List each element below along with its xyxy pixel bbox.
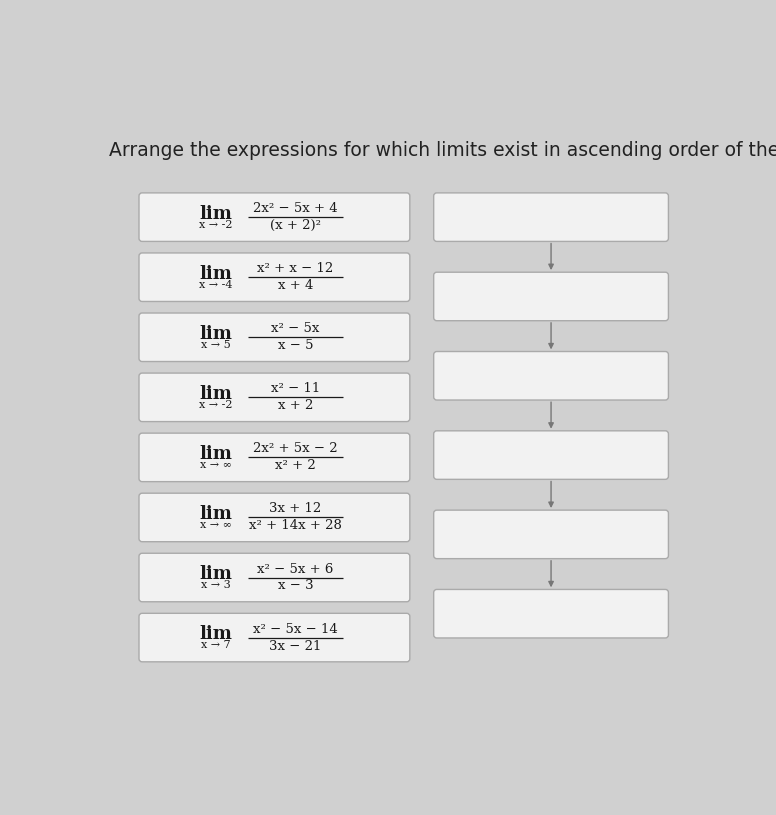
Text: lim: lim	[199, 505, 233, 523]
FancyBboxPatch shape	[434, 431, 668, 479]
Text: x + 4: x + 4	[278, 280, 314, 293]
FancyBboxPatch shape	[434, 589, 668, 638]
Text: x − 5: x − 5	[278, 339, 314, 352]
Text: x → 3: x → 3	[201, 580, 231, 590]
Text: x → ∞: x → ∞	[200, 520, 232, 530]
Text: x → ∞: x → ∞	[200, 460, 232, 470]
Text: lim: lim	[199, 445, 233, 463]
Text: x² − 5x + 6: x² − 5x + 6	[258, 562, 334, 575]
FancyBboxPatch shape	[139, 193, 410, 241]
Text: 2x² − 5x + 4: 2x² − 5x + 4	[253, 202, 338, 215]
Text: lim: lim	[199, 205, 233, 223]
Text: x² + x − 12: x² + x − 12	[258, 262, 334, 275]
FancyBboxPatch shape	[434, 272, 668, 321]
Text: x² + 14x + 28: x² + 14x + 28	[249, 519, 342, 532]
Text: 3x + 12: 3x + 12	[269, 503, 322, 515]
Text: x² − 11: x² − 11	[271, 382, 320, 395]
Text: x → -2: x → -2	[199, 220, 233, 230]
FancyBboxPatch shape	[139, 433, 410, 482]
FancyBboxPatch shape	[434, 510, 668, 558]
Text: 2x² + 5x − 2: 2x² + 5x − 2	[253, 443, 338, 456]
Text: x² + 2: x² + 2	[275, 460, 316, 473]
FancyBboxPatch shape	[139, 614, 410, 662]
FancyBboxPatch shape	[434, 193, 668, 241]
FancyBboxPatch shape	[139, 493, 410, 542]
Text: x² − 5x: x² − 5x	[272, 322, 320, 335]
Text: 3x − 21: 3x − 21	[269, 640, 322, 653]
Text: x − 3: x − 3	[278, 579, 314, 593]
FancyBboxPatch shape	[434, 351, 668, 400]
FancyBboxPatch shape	[139, 253, 410, 302]
Text: x² − 5x − 14: x² − 5x − 14	[253, 623, 338, 636]
Text: lim: lim	[199, 385, 233, 403]
Text: x → -4: x → -4	[199, 280, 233, 290]
Text: (x + 2)²: (x + 2)²	[270, 219, 321, 232]
Text: lim: lim	[199, 325, 233, 343]
FancyBboxPatch shape	[139, 313, 410, 362]
Text: x + 2: x + 2	[278, 399, 314, 412]
Text: lim: lim	[199, 265, 233, 283]
FancyBboxPatch shape	[139, 373, 410, 421]
Text: lim: lim	[199, 625, 233, 644]
Text: Arrange the expressions for which limits exist in ascending order of their limit: Arrange the expressions for which limits…	[109, 141, 776, 160]
Text: x → 7: x → 7	[202, 641, 231, 650]
Text: x → -2: x → -2	[199, 400, 233, 410]
FancyBboxPatch shape	[139, 553, 410, 601]
Text: x → 5: x → 5	[201, 340, 231, 350]
Text: lim: lim	[199, 566, 233, 584]
